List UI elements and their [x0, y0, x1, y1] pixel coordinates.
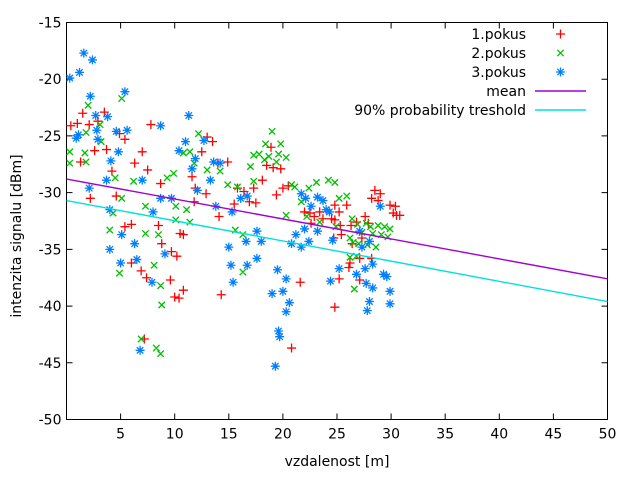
y-tick-label: -50: [39, 413, 62, 429]
trend-line-90-probability-treshold: [66, 199, 608, 303]
data-layer: [66, 48, 608, 371]
x-tick-label: 10: [166, 427, 184, 443]
legend-marker: [556, 29, 565, 39]
x-tick-label: 25: [328, 427, 346, 443]
y-tick-label: -25: [39, 129, 62, 145]
y-tick-label: -30: [39, 186, 62, 202]
y-tick-label: -15: [39, 16, 62, 32]
x-axis-title: vzdalenost [m]: [284, 454, 390, 470]
legend: [535, 29, 586, 111]
y-tick-label: -40: [39, 299, 62, 315]
x-tick-label: 35: [436, 427, 454, 443]
x-tick-label: 30: [382, 427, 400, 443]
x-tick-label: 50: [599, 427, 617, 443]
y-tick-label: -45: [39, 356, 62, 372]
x-tick-label: 45: [544, 427, 562, 443]
plot-border: [66, 22, 608, 420]
x-tick-label: 5: [116, 427, 125, 443]
scatter-series-2-pokus: [66, 94, 394, 358]
legend-label: 3.pokus: [471, 65, 526, 81]
x-tick-label: 20: [274, 427, 292, 443]
legend-label: 90% probability treshold: [354, 103, 526, 119]
legend-label: 1.pokus: [471, 27, 526, 43]
legend-marker: [556, 67, 565, 77]
y-tick-label: -20: [39, 72, 62, 88]
y-tick-label: -35: [39, 242, 62, 258]
x-tick-label: 15: [220, 427, 238, 443]
y-axis-title: intenzita signalu [dBm]: [9, 154, 25, 318]
x-tick-label: 40: [490, 427, 508, 443]
legend-label: 2.pokus: [471, 46, 526, 62]
legend-marker: [556, 49, 565, 57]
trend-line-mean: [66, 178, 608, 280]
legend-label: mean: [486, 84, 526, 100]
